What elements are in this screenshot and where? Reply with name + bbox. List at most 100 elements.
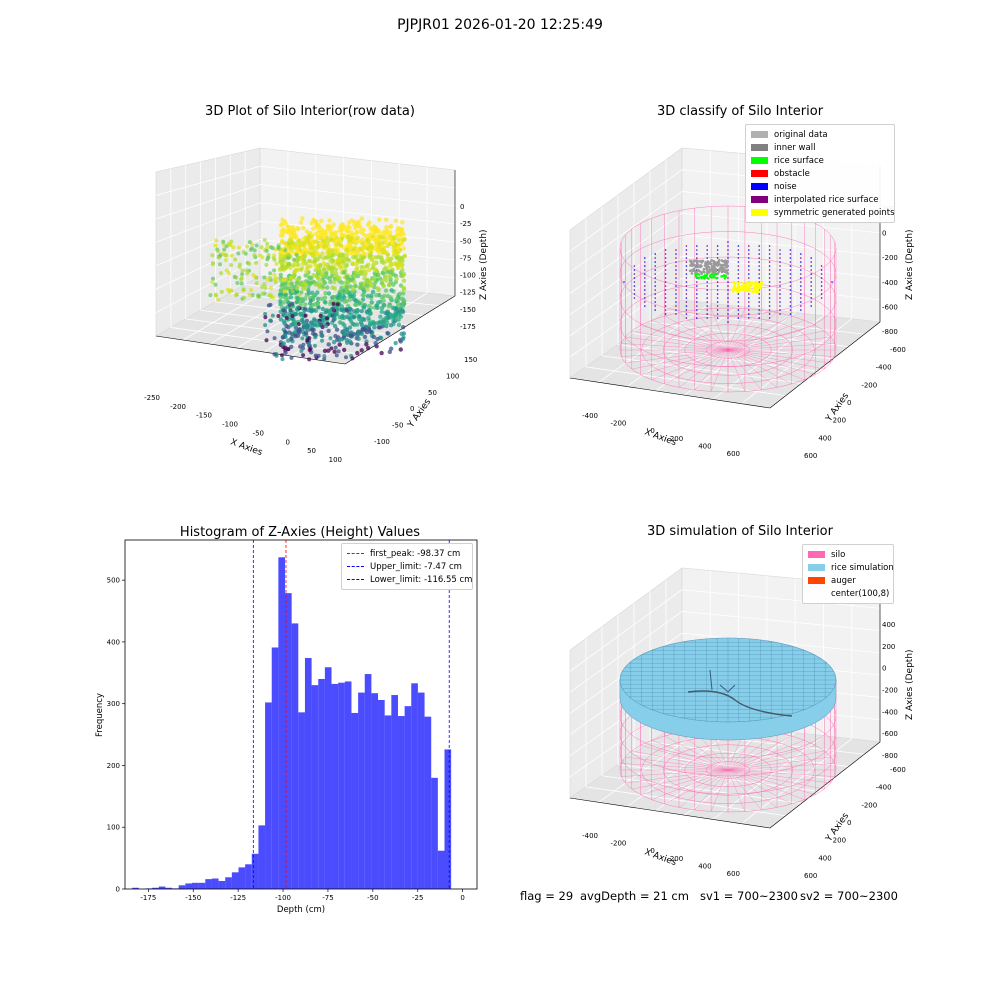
interpolated-point [654, 293, 656, 295]
silo-floor-spoke [625, 769, 729, 784]
raw-point [398, 306, 403, 312]
raw-point [231, 245, 236, 250]
interpolated-point [800, 297, 802, 299]
raw-point [326, 342, 331, 347]
interpolated-point [768, 285, 771, 287]
inner-wall-point [719, 267, 723, 271]
grid-line [569, 169, 683, 252]
interpolated-point [758, 273, 760, 275]
interpolated-point [706, 253, 708, 255]
raw-point [379, 309, 384, 314]
interpolated-point [758, 257, 760, 259]
silo-floor-spoke [727, 349, 746, 392]
avg-depth-text: avgDepth = 21 cm [580, 889, 689, 903]
silo-floor-spoke [710, 769, 729, 812]
inner-wall-point [704, 261, 708, 265]
legend-item-center: center(100,8) [808, 587, 889, 600]
raw-point [272, 272, 277, 277]
interpolated-point [696, 301, 698, 303]
raw-point [267, 293, 272, 298]
interpolated-point [675, 281, 677, 283]
raw-point [286, 347, 291, 352]
symmetric-point [754, 282, 758, 286]
silo-floor-spoke [727, 745, 816, 771]
interpolated-point [810, 277, 812, 279]
raw-point [372, 325, 377, 330]
interpolated-point [810, 285, 812, 287]
raw-point [294, 280, 300, 286]
interpolated-point [748, 305, 750, 307]
raw-point [386, 304, 392, 309]
legend-item-silo: silo [808, 548, 888, 561]
raw-point [328, 336, 333, 341]
raw-point [393, 340, 398, 346]
silo-floor-spoke [727, 336, 831, 351]
raw-point [354, 322, 360, 327]
interpolated-point [727, 309, 729, 311]
legend-item-upper-limit: Upper_limit: -7.47 cm [347, 560, 467, 573]
cls-z-tick-label: -200 [882, 254, 898, 262]
interpolated-point [768, 297, 771, 299]
interpolated-point [675, 309, 677, 311]
rice-surface-point [700, 277, 703, 280]
interpolated-point [633, 285, 636, 287]
raw-point [306, 291, 312, 296]
raw-point [313, 256, 318, 262]
raw-point [278, 289, 283, 294]
interpolated-point [675, 257, 677, 259]
raw-point [370, 320, 376, 326]
histogram-bar [311, 685, 319, 889]
cls-x-tick-label: 600 [727, 450, 740, 458]
raw-point [287, 303, 292, 308]
grid-line [155, 202, 261, 243]
raw-point [329, 225, 334, 231]
histogram-bar [431, 777, 438, 889]
interpolated-point [706, 257, 708, 259]
raw-point [371, 277, 377, 282]
rice-surface-point [695, 275, 698, 279]
raw-point [353, 283, 358, 289]
raw-point [314, 239, 319, 244]
raw-point [319, 322, 324, 327]
raw-point [383, 315, 389, 321]
raw-point [278, 254, 283, 259]
cls-x-tick-label: 400 [698, 442, 711, 450]
silo-floor-spoke [621, 769, 729, 777]
cls-y-tick-label: 600 [804, 452, 817, 460]
raw-point [214, 238, 219, 243]
interpolated-point [727, 317, 729, 319]
raw-point [236, 245, 241, 250]
raw-point [398, 347, 403, 352]
raw-point [380, 235, 385, 240]
interpolated-point [758, 297, 760, 299]
symmetric-point [736, 287, 740, 291]
raw-point [295, 295, 300, 301]
interpolated-point [758, 309, 760, 311]
raw-point [352, 222, 357, 227]
inner-wall-point [692, 267, 696, 271]
x-tick-label: -150 [185, 894, 201, 902]
rice-surface-point [712, 274, 715, 277]
raw-point [326, 348, 331, 353]
raw-point [294, 246, 300, 251]
raw-point [283, 296, 289, 302]
interpolated-point [768, 261, 771, 263]
histogram-bar [391, 695, 398, 889]
raw-point [247, 240, 252, 245]
raw-point [337, 253, 342, 258]
raw-point [322, 348, 328, 354]
legend-swatch [808, 564, 825, 571]
raw-point [210, 253, 215, 258]
raw-point [325, 255, 330, 260]
classify-panel: 3D classify of Silo Interior -400 -200 0 20… [560, 100, 920, 480]
raw-point [328, 279, 333, 285]
interpolated-point [737, 257, 740, 259]
raw-point [358, 281, 363, 287]
interpolated-point [633, 273, 636, 275]
interpolated-point [758, 281, 760, 283]
interpolated-point [758, 277, 760, 279]
inner-wall-point [688, 269, 692, 273]
interpolated-point [675, 269, 677, 271]
inner-wall-point [703, 270, 706, 274]
interpolated-point [633, 265, 636, 267]
